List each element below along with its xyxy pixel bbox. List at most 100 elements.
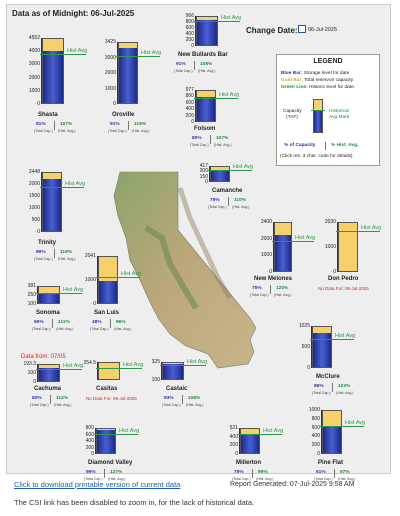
- date-field[interactable]: 06-Jul-2025: [308, 27, 338, 33]
- axis-tick: 250: [27, 292, 36, 298]
- axis-tick: 0: [205, 179, 208, 185]
- hist-avg-line: [194, 20, 240, 22]
- reservoir-name[interactable]: New Melones: [254, 276, 293, 282]
- reservoir-name[interactable]: Cachuma: [34, 386, 62, 392]
- legend-sample-bar: [313, 99, 323, 133]
- axis-tick: 0: [33, 379, 36, 385]
- storage-bar-new-melones[interactable]: [274, 222, 292, 272]
- pct-capacity: 66%: [34, 320, 44, 325]
- storage-fill: [43, 50, 63, 103]
- axis-tick: 4552: [28, 35, 40, 41]
- storage-bar-cachuma[interactable]: [38, 364, 60, 382]
- axis-tick: 0: [113, 101, 116, 107]
- storage-bar-don-pedro[interactable]: [338, 222, 358, 272]
- storage-bar-diamond-valley[interactable]: [96, 428, 116, 454]
- storage-bar-pine-flat[interactable]: [322, 410, 342, 454]
- storage-fill: [43, 179, 61, 231]
- reservoir-name[interactable]: Shasta: [38, 112, 58, 118]
- axis-tick: 0: [317, 451, 320, 457]
- storage-fill: [323, 427, 341, 453]
- legend-sample-hist-line: [311, 110, 325, 111]
- reservoir-name[interactable]: San Luis: [94, 310, 120, 316]
- storage-fill: [211, 169, 229, 181]
- storage-bar-trinity[interactable]: [42, 172, 62, 232]
- storage-bar-oroville[interactable]: [118, 42, 138, 104]
- storage-bar-casitas[interactable]: [98, 362, 120, 380]
- hist-avg-label: Hist Avg: [119, 428, 140, 435]
- reservoir-name[interactable]: Camanche: [212, 188, 243, 194]
- reservoir-name[interactable]: Folsom: [194, 126, 216, 132]
- pct-hist-avg: 110%: [234, 198, 247, 203]
- pct-capacity: 48%: [92, 320, 102, 325]
- axis-tick: 0: [235, 451, 238, 457]
- data-as-of-label: Data as of Midnight: 06-Jul-2025: [12, 9, 135, 18]
- hist-avg-sub: (Hist. Avg.): [58, 257, 76, 261]
- storage-bar-castaic[interactable]: [162, 362, 184, 380]
- hist-avg-label: Hist Avg: [121, 271, 142, 278]
- hist-avg-label: Hist Avg: [295, 234, 316, 241]
- storage-bar-camanche[interactable]: [210, 166, 230, 182]
- pct-capacity: 96%: [86, 470, 96, 475]
- storage-bar-shasta[interactable]: [42, 38, 64, 104]
- reservoir-name[interactable]: Casitas: [96, 386, 118, 392]
- reservoir-name[interactable]: Trinity: [38, 240, 57, 246]
- storage-bar-mcclure[interactable]: [312, 326, 332, 368]
- axis-tick: 400: [185, 31, 194, 37]
- pct-hist-avg: 111%: [58, 320, 70, 325]
- axis-line: [97, 362, 98, 380]
- axis-tick: 150: [199, 173, 208, 180]
- axis-line: [37, 364, 38, 382]
- axis-tick: 254.5: [83, 360, 96, 366]
- calendar-icon[interactable]: [298, 25, 306, 33]
- reservoir-name[interactable]: Don Pedro: [328, 276, 359, 282]
- storage-fill: [39, 292, 59, 303]
- hist-avg-label: Hist Avg: [263, 427, 284, 434]
- hist-avg-sub: (Hist. Avg.): [338, 477, 356, 481]
- pct-capacity: 89%: [36, 250, 46, 255]
- reservoir-name[interactable]: Diamond Valley: [88, 460, 133, 466]
- storage-bar-folsom[interactable]: [196, 90, 216, 122]
- reservoir-name[interactable]: Sonoma: [36, 310, 60, 316]
- reservoir-name[interactable]: Oroville: [112, 112, 135, 118]
- axis-tick: 0: [93, 301, 96, 307]
- hist-avg-sub: (Hist. Avg.): [132, 129, 150, 133]
- axis-tick: 966: [185, 13, 194, 19]
- storage-fill: [119, 48, 137, 103]
- pct-capacity: 80%: [192, 136, 202, 141]
- legend-click-note: (Click res. 3 char. code for details): [280, 154, 353, 159]
- axis-tick: 3425: [104, 39, 116, 45]
- hist-avg-sub: (Hist. Avg.): [274, 293, 292, 297]
- pct-hist-avg: 97%: [340, 470, 350, 475]
- axis-tick: 1000: [28, 87, 40, 94]
- hist-avg-sub: (Hist. Avg.): [108, 477, 126, 481]
- pct-hist-avg: 112%: [56, 396, 69, 401]
- axis-tick: 1000: [28, 205, 40, 211]
- axis-tick: 2000: [28, 74, 40, 81]
- hist-avg-sub: (Hist. Avg.): [214, 143, 232, 147]
- reservoir-name[interactable]: New Bullards Bar: [178, 52, 228, 58]
- legend-pct-capacity: % of Capacity: [284, 143, 316, 148]
- storage-bar-san-luis[interactable]: [98, 256, 118, 304]
- download-printable-link[interactable]: Click to download printable version of c…: [14, 480, 181, 489]
- pct-capacity: 93%: [164, 396, 174, 401]
- storage-bar-sonoma[interactable]: [38, 286, 60, 304]
- hist-avg-sub: (Hist. Avg.): [232, 205, 250, 209]
- reservoir-name[interactable]: Castaic: [166, 386, 188, 392]
- hist-avg-label: Hist Avg: [63, 287, 84, 294]
- axis-tick: 500: [31, 217, 40, 223]
- axis-line: [195, 90, 196, 122]
- pct-separator: [194, 61, 195, 70]
- legend-green-line: Green Line: Historic level for date.: [281, 85, 356, 90]
- pct-separator: [270, 285, 271, 294]
- reservoir-name[interactable]: Pine Flat: [318, 460, 344, 466]
- axis-line: [161, 362, 162, 380]
- hist-avg-label: Hist Avg: [219, 92, 240, 99]
- storage-bar-millerton[interactable]: [240, 428, 260, 454]
- pct-hist-avg: 119%: [134, 122, 147, 127]
- axis-tick: 400: [185, 106, 194, 113]
- reservoir-name[interactable]: Millerton: [236, 460, 261, 466]
- reservoir-name[interactable]: McClure: [316, 374, 340, 380]
- total-cap-sub: (Total Cap.): [314, 477, 333, 481]
- storage-bar-new-bullards-bar[interactable]: [196, 16, 218, 46]
- pct-hist-avg: 107%: [60, 122, 73, 127]
